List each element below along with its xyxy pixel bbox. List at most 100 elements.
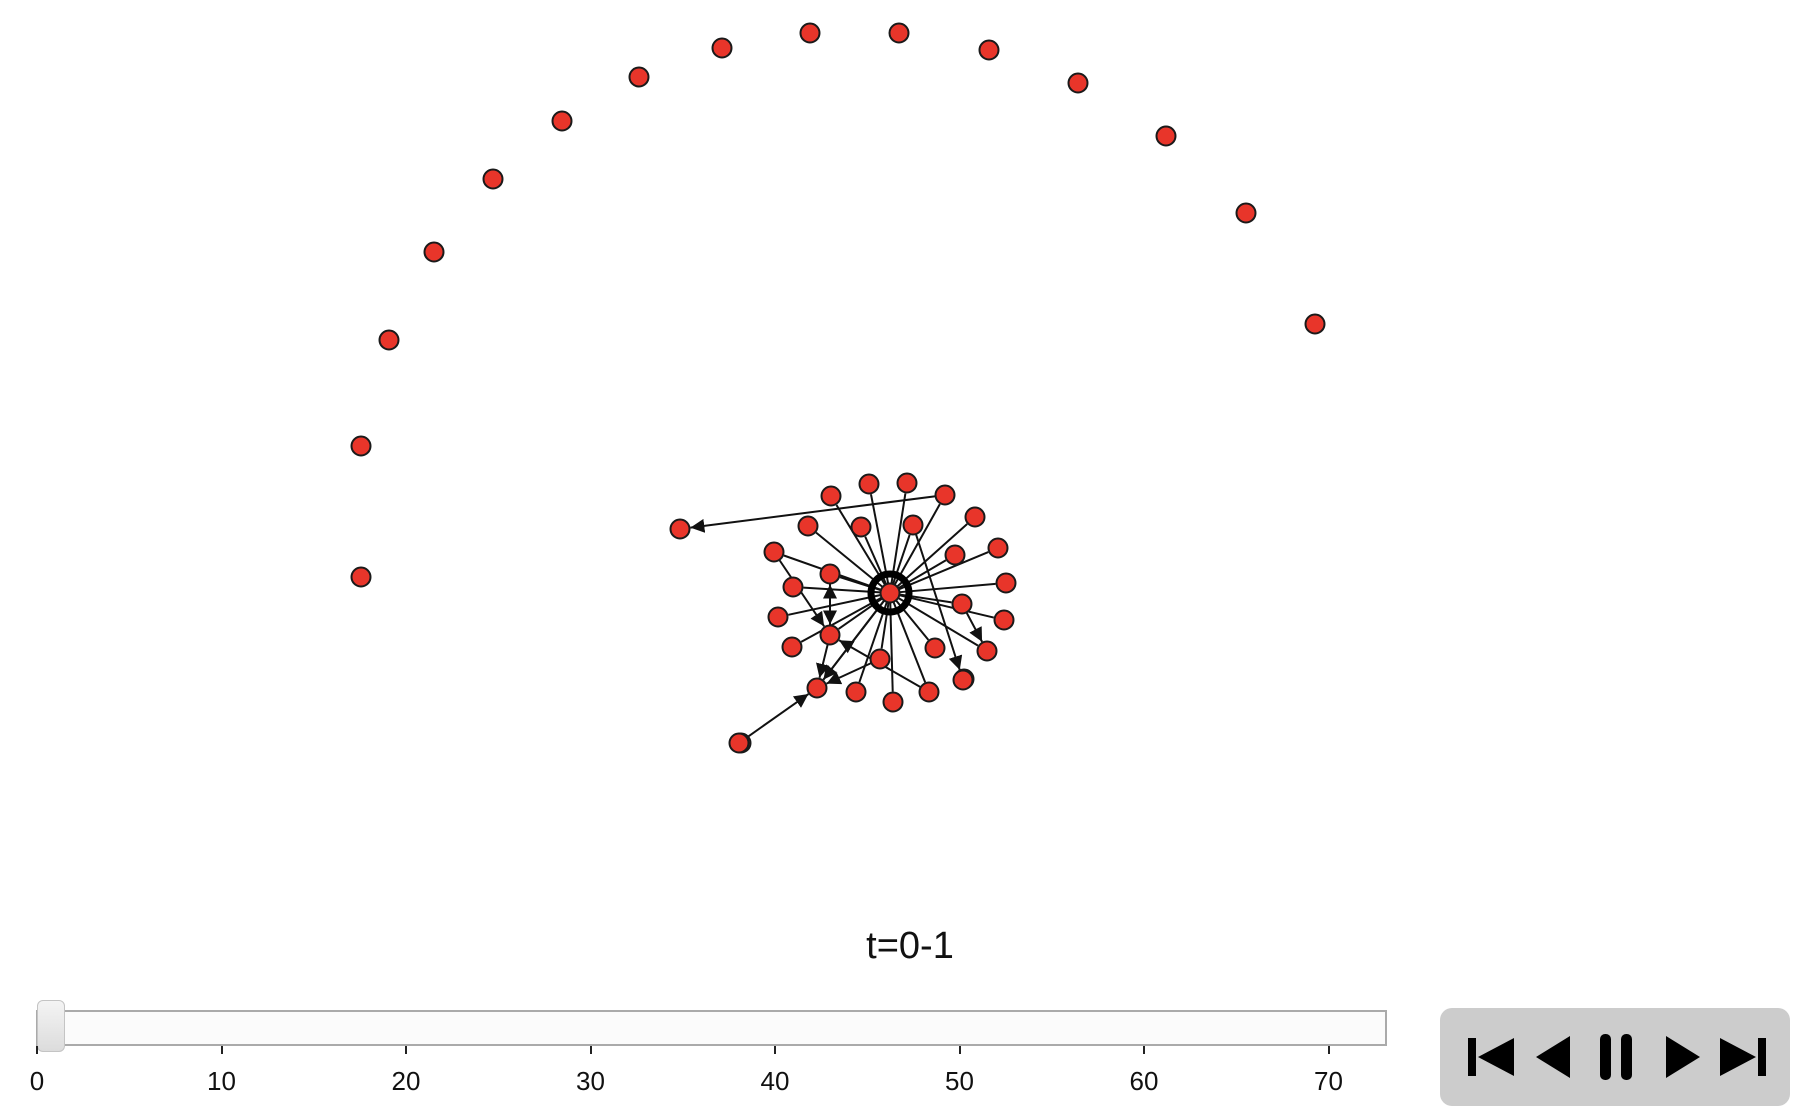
graph-node[interactable]: [669, 518, 691, 540]
skip-to-end-button[interactable]: [1712, 1024, 1772, 1090]
graph-node[interactable]: [378, 329, 400, 351]
pause-icon: [1600, 1034, 1632, 1080]
hub-node-ring: [867, 570, 913, 616]
graph-node[interactable]: [924, 637, 946, 659]
graph-node[interactable]: [628, 66, 650, 88]
edge: [800, 596, 883, 643]
axis-tick: [1327, 1046, 1330, 1054]
graph-node[interactable]: [423, 241, 445, 263]
graph-node[interactable]: [1155, 125, 1177, 147]
graph-node[interactable]: [934, 484, 956, 506]
axis-tick-label: 50: [945, 1066, 974, 1096]
graph-node[interactable]: [781, 636, 803, 658]
graph-node[interactable]: [482, 168, 504, 190]
network-graph: [350, 22, 1326, 754]
edges-layer: [690, 493, 996, 739]
graph-node[interactable]: [350, 435, 372, 457]
graph-node[interactable]: [799, 22, 821, 44]
graph-node[interactable]: [350, 566, 372, 588]
graph-node[interactable]: [1067, 72, 1089, 94]
edge: [914, 533, 963, 671]
edge: [870, 494, 890, 584]
graph-node[interactable]: [869, 648, 891, 670]
graph-node[interactable]: [1304, 313, 1326, 335]
graph-node[interactable]: [767, 606, 789, 628]
skip-to-start-button[interactable]: [1462, 1024, 1522, 1090]
graph-node[interactable]: [902, 514, 924, 536]
edge: [822, 599, 886, 681]
graph-node[interactable]: [806, 677, 828, 699]
edge: [893, 503, 941, 586]
graph-node[interactable]: [995, 572, 1017, 594]
edge: [858, 601, 888, 683]
graph-node[interactable]: [951, 593, 973, 615]
edge: [899, 594, 995, 619]
axis-tick: [220, 1046, 223, 1054]
edge: [892, 601, 927, 683]
graph-node[interactable]: [858, 473, 880, 495]
axis-tick: [958, 1046, 961, 1054]
graph-node[interactable]: [952, 669, 974, 691]
step-back-button[interactable]: [1524, 1024, 1584, 1090]
edge: [890, 493, 907, 584]
edge: [826, 662, 872, 685]
edge: [815, 531, 884, 588]
axis-tick-label: 10: [207, 1066, 236, 1096]
edge: [835, 504, 886, 586]
graph-node[interactable]: [820, 485, 842, 507]
graph-node[interactable]: [964, 506, 986, 528]
graph-node[interactable]: [797, 515, 819, 537]
edge: [690, 495, 936, 533]
axis-tick-label: 30: [576, 1066, 605, 1096]
axis-tick-label: 0: [29, 1066, 45, 1096]
hub-node[interactable]: [879, 582, 901, 604]
time-slider-track[interactable]: [36, 1010, 1387, 1046]
graph-node[interactable]: [763, 541, 785, 563]
axis-tick: [774, 1046, 776, 1054]
time-slider-handle[interactable]: [37, 1000, 65, 1052]
graph-node[interactable]: [918, 681, 940, 703]
axis-tick-label: 40: [760, 1066, 790, 1096]
skip-to-end-icon: [1720, 1038, 1766, 1076]
step-forward-button[interactable]: [1652, 1024, 1712, 1090]
graph-node[interactable]: [819, 563, 841, 585]
edge: [889, 602, 894, 692]
graph-node[interactable]: [782, 576, 804, 598]
axis-tick-label: 70: [1314, 1066, 1343, 1096]
edge: [896, 523, 968, 588]
time-axis: 0 10 20 30 40 50 60 70: [0, 1046, 1400, 1114]
graph-node[interactable]: [882, 691, 904, 713]
graph-node[interactable]: [978, 39, 1000, 61]
edge: [899, 582, 996, 594]
axis-tick-label: 60: [1129, 1066, 1159, 1096]
edge: [746, 693, 809, 739]
graph-node[interactable]: [993, 609, 1015, 631]
axis-tick: [589, 1046, 592, 1054]
pause-button[interactable]: [1586, 1024, 1646, 1090]
edge: [788, 594, 881, 616]
graph-node[interactable]: [987, 537, 1009, 559]
axis-tick: [405, 1046, 407, 1054]
graph-node[interactable]: [551, 110, 573, 132]
graph-node[interactable]: [1235, 202, 1257, 224]
graph-node[interactable]: [896, 472, 918, 494]
graph-node[interactable]: [728, 732, 750, 754]
edge: [816, 643, 830, 679]
step-forward-icon: [1666, 1036, 1700, 1078]
edge: [897, 597, 979, 647]
edge: [965, 611, 983, 643]
step-back-icon: [1536, 1036, 1570, 1078]
graph-node[interactable]: [888, 22, 910, 44]
graph-node[interactable]: [976, 640, 998, 662]
time-label: t=0-1: [866, 925, 954, 967]
axis-tick: [36, 1046, 38, 1054]
graph-node[interactable]: [845, 681, 867, 703]
graph-node[interactable]: [850, 516, 872, 538]
nodes-layer: [350, 22, 1326, 754]
graph-node[interactable]: [944, 544, 966, 566]
playback-controls: [1440, 1008, 1790, 1106]
graph-node[interactable]: [819, 624, 841, 646]
axis-tick-label: 20: [391, 1066, 421, 1096]
graph-node[interactable]: [711, 37, 733, 59]
edge: [778, 559, 825, 627]
